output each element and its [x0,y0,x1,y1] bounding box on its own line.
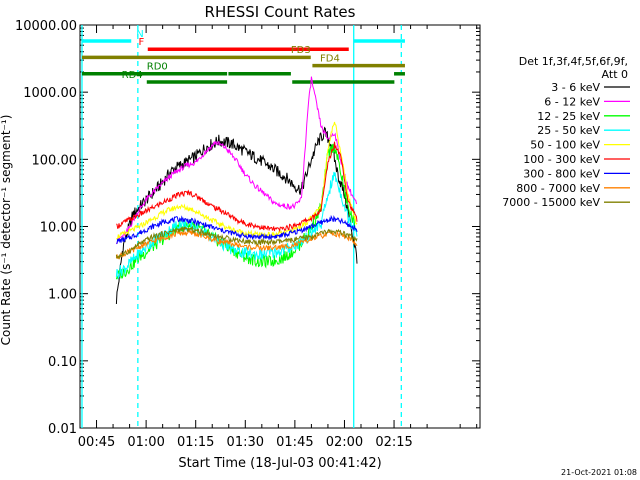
legend-entry-label: 12 - 25 keV [537,110,600,123]
x-axis-label: Start Time (18-Jul-03 00:41:42) [178,456,381,471]
status-bar-label: FD4 [320,53,340,64]
y-tick-label: 1.00 [48,288,77,303]
chart-title: RHESSI Count Rates [205,3,356,21]
series-line [115,229,358,260]
legend-entry-label: 3 - 6 keV [551,81,600,94]
legend-entry-label: 300 - 800 keV [523,167,600,180]
series-line [116,214,358,244]
legend-header: Det 1f,3f,4f,5f,6f,9f, [519,55,628,68]
status-bar-label: N [136,29,143,40]
legend-entry-label: 100 - 300 keV [523,153,600,166]
series-line [116,141,358,233]
x-tick-label: 02:15 [375,435,412,450]
y-tick-label: 1000.00 [23,86,77,101]
y-axis-label: Count Rate (s⁻¹ detector⁻¹ segment⁻¹) [0,115,13,346]
x-tick-label: 01:45 [276,435,313,450]
legend-header: Att 0 [602,68,628,81]
status-bar-label: F [139,37,145,48]
status-bar-label: RD4 [122,70,143,81]
y-tick-label: 10000.00 [15,19,77,34]
status-bar-label: RD0 [147,62,168,73]
x-tick-label: 00:45 [78,435,115,450]
legend-entry-label: 50 - 100 keV [530,139,600,152]
x-tick-label: 01:30 [227,435,264,450]
y-tick-label: 10.00 [40,221,77,236]
y-tick-label: 0.10 [48,355,77,370]
x-tick-label: 02:00 [326,435,363,450]
legend-entry-label: 800 - 7000 keV [516,182,600,195]
legend-entry-label: 25 - 50 keV [537,124,600,137]
legend-entry-label: 7000 - 15000 keV [502,196,600,209]
x-tick-label: 01:00 [127,435,164,450]
series-line [116,76,358,245]
y-tick-label: 0.01 [48,422,77,437]
series-line [115,126,358,305]
y-tick-label: 100.00 [32,153,78,168]
x-tick-label: 01:15 [177,435,214,450]
footer-timestamp: 21-Oct-2021 01:08 [561,468,637,477]
legend-entry-label: 6 - 12 keV [544,95,600,108]
series-line [115,171,358,280]
plot-area: 10000.00 1000.00 100.00 10.00 1.00 0.10 0.0100… [15,19,481,450]
status-bar-label: FD3 [291,45,311,56]
series-line [115,225,358,260]
series-line [116,121,358,240]
